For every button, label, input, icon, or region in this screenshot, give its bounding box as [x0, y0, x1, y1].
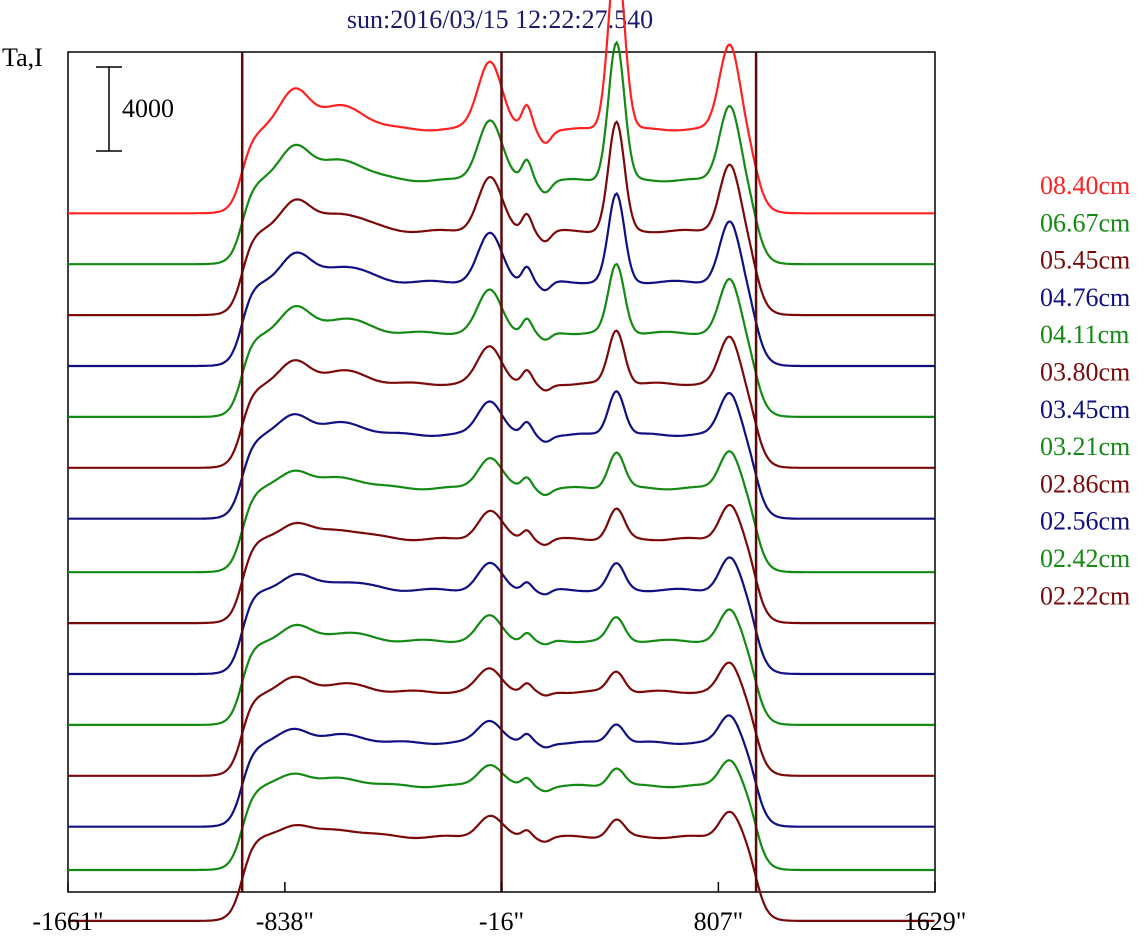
y-axis-label: Ta,I: [2, 43, 43, 72]
legend-label-11: 02.42cm: [1040, 544, 1130, 573]
legend-label-7: 03.45cm: [1040, 395, 1130, 424]
scale-bar: 4000: [96, 66, 174, 152]
legend-label-12: 02.22cm: [1040, 581, 1130, 610]
legend-label-6: 03.80cm: [1040, 358, 1130, 387]
legend: 08.40cm 06.67cm 05.45cm 04.76cm 04.11cm 03.80…: [1040, 171, 1130, 610]
legend-label-2: 06.67cm: [1040, 208, 1130, 237]
legend-label-1: 08.40cm: [1040, 171, 1130, 200]
legend-label-4: 04.76cm: [1040, 283, 1130, 312]
x-tick-label-5: 1629": [904, 907, 967, 936]
legend-label-5: 04.11cm: [1040, 320, 1129, 349]
legend-label-3: 05.45cm: [1040, 246, 1130, 275]
legend-label-9: 02.86cm: [1040, 469, 1130, 498]
x-tick-label-2: -838": [256, 907, 314, 936]
scale-bar-label: 4000: [122, 94, 174, 123]
limb-markers: [240, 52, 758, 892]
x-tick-label-4: 807": [694, 907, 744, 936]
x-axis-ticks: -1661" -838" -16" 807" 1629": [32, 882, 966, 936]
chart-title: sun:2016/03/15 12:22:27.540: [347, 5, 653, 34]
legend-label-8: 03.21cm: [1040, 432, 1130, 461]
x-tick-label-1: -1661": [32, 907, 103, 936]
legend-label-10: 02.56cm: [1040, 507, 1130, 536]
x-tick-label-3: -16": [479, 907, 524, 936]
